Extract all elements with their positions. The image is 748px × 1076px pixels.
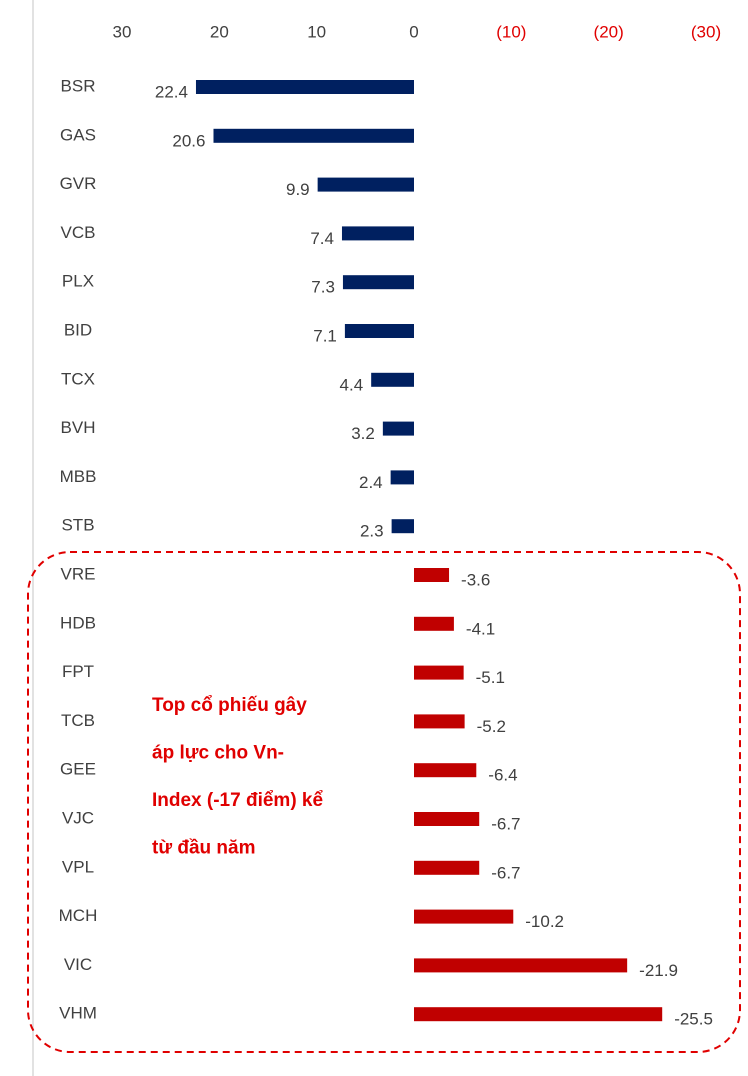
- bar: [414, 1007, 663, 1022]
- data-label: -10.2: [525, 912, 564, 931]
- category-label: VPL: [62, 857, 94, 876]
- category-label: FPT: [62, 662, 94, 681]
- data-label: 4.4: [340, 375, 364, 394]
- x-tick-label: (20): [594, 22, 624, 41]
- x-tick-label: (10): [496, 22, 526, 41]
- category-label: GVR: [60, 174, 97, 193]
- category-label: TCB: [61, 711, 95, 730]
- annotation: Top cổ phiếu gây: [152, 695, 307, 716]
- x-tick-label: 10: [307, 22, 326, 41]
- bar: [414, 616, 454, 631]
- data-label: 22.4: [155, 82, 188, 101]
- data-label: -5.2: [477, 717, 506, 736]
- bar: [342, 275, 414, 290]
- bar: [341, 226, 414, 241]
- category-label: HDB: [60, 613, 96, 632]
- data-label: -6.4: [488, 766, 517, 785]
- annotation: áp lực cho Vn-: [152, 743, 284, 764]
- data-label: 7.3: [311, 278, 335, 297]
- bar: [414, 665, 464, 680]
- data-label: 2.3: [360, 522, 384, 541]
- category-label: PLX: [62, 272, 94, 291]
- data-label: 3.2: [351, 424, 375, 443]
- bar: [213, 128, 414, 143]
- data-label: -4.1: [466, 619, 495, 638]
- data-label: -25.5: [674, 1010, 713, 1029]
- data-label: -6.7: [491, 863, 520, 882]
- category-label: GAS: [60, 125, 96, 144]
- category-label: STB: [61, 516, 94, 535]
- category-label: BVH: [61, 418, 96, 437]
- bar: [414, 714, 465, 729]
- annotation: từ đầu năm: [152, 838, 256, 859]
- bar: [414, 812, 480, 826]
- data-label: -5.1: [476, 668, 505, 687]
- x-tick-label: 20: [210, 22, 229, 41]
- data-label: -6.7: [491, 814, 520, 833]
- data-label: 2.4: [359, 473, 383, 492]
- bar: [414, 568, 450, 582]
- data-label: 7.4: [310, 229, 334, 248]
- category-label: VJC: [62, 808, 94, 827]
- bar: [371, 372, 414, 387]
- x-tick-label: 30: [113, 22, 132, 41]
- data-label: -3.6: [461, 570, 490, 589]
- data-label: 7.1: [313, 326, 337, 345]
- bar: [390, 470, 414, 485]
- category-label: VIC: [64, 955, 92, 974]
- x-tick-label: (30): [691, 22, 721, 41]
- data-label: -21.9: [639, 961, 678, 980]
- category-label: MBB: [60, 467, 97, 486]
- category-label: TCX: [61, 369, 95, 388]
- bar: [414, 763, 477, 778]
- bar: [414, 860, 480, 875]
- data-label: 20.6: [172, 131, 205, 150]
- bar: [382, 421, 414, 436]
- category-label: VRE: [61, 564, 96, 583]
- bar: [391, 519, 414, 534]
- category-label: MCH: [59, 906, 98, 925]
- category-label: BID: [64, 320, 92, 339]
- bar: [317, 177, 414, 192]
- annotation: Index (-17 điểm) kể: [152, 790, 323, 811]
- category-label: GEE: [60, 760, 96, 779]
- category-label: VCB: [61, 223, 96, 242]
- highlight-box: [27, 551, 741, 1053]
- bar: [414, 958, 628, 973]
- data-label: 9.9: [286, 180, 310, 199]
- bar: [344, 324, 414, 338]
- category-label: BSR: [61, 76, 96, 95]
- bar: [195, 80, 414, 94]
- bar: [414, 909, 514, 924]
- x-tick-label: 0: [409, 22, 418, 41]
- category-label: VHM: [59, 1004, 97, 1023]
